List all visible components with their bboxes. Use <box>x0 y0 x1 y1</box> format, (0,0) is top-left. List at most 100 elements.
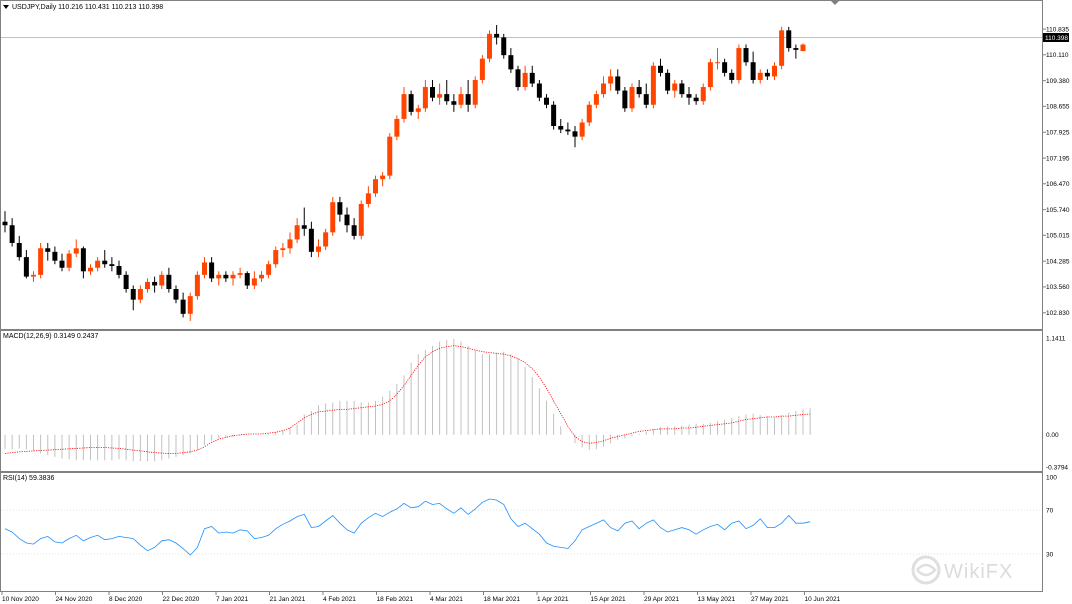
candle-body <box>437 94 443 98</box>
candle-body <box>415 108 421 112</box>
candle <box>715 48 720 70</box>
candle <box>608 69 614 91</box>
candle <box>672 79 678 98</box>
candle-body <box>593 94 599 105</box>
candle <box>700 83 706 105</box>
time-tick-label: 1 Apr 2021 <box>537 596 569 603</box>
chart-shift-icon[interactable] <box>831 1 839 5</box>
candle-body <box>536 83 542 98</box>
symbol-menu-icon[interactable] <box>3 5 9 9</box>
candle <box>237 267 243 279</box>
candle <box>729 69 735 84</box>
candle-body <box>793 48 799 50</box>
candle-body <box>772 65 777 77</box>
candle-body <box>722 62 728 73</box>
candle-body <box>301 225 307 229</box>
candle <box>415 104 421 119</box>
candle <box>52 246 58 265</box>
macd-pane[interactable] <box>0 330 1043 472</box>
candle-body <box>494 33 500 38</box>
candle <box>358 200 364 240</box>
candle-body <box>166 274 172 290</box>
candle-body <box>194 274 200 297</box>
macd-axis: 1.1411 0.00 -0.3794 <box>1046 335 1068 471</box>
price-pane-label: USDJPY,Daily 110.216 110.431 110.213 110… <box>12 4 163 11</box>
candle <box>365 186 371 208</box>
candle <box>31 271 36 282</box>
candle-body <box>266 264 272 275</box>
candle-body <box>280 248 286 251</box>
time-tick-label: 15 Apr 2021 <box>591 596 626 603</box>
candle-body <box>73 248 79 254</box>
candle-body <box>458 94 464 105</box>
current-price-value: 110.398 <box>1045 35 1068 42</box>
macd-signal-line <box>4 345 811 454</box>
candle <box>330 196 336 236</box>
candle-body <box>679 83 685 95</box>
candle-body <box>465 94 471 105</box>
price-tick-label: 103.560 <box>1046 284 1070 291</box>
candle-body <box>487 33 492 59</box>
candle <box>159 271 165 290</box>
price-tick-label: 102.830 <box>1046 310 1070 317</box>
wikifx-logo-mark <box>916 563 937 577</box>
candle-body <box>308 228 314 252</box>
rsi-tick-label: 70 <box>1046 507 1054 514</box>
candle <box>551 101 557 130</box>
time-tick-label: 8 Dec 2020 <box>109 596 143 603</box>
time-tick-label: 18 Feb 2021 <box>377 596 414 603</box>
candle-body <box>116 265 122 275</box>
candle <box>494 25 500 45</box>
candle-body <box>351 225 357 236</box>
candle <box>522 65 528 91</box>
candle-body <box>472 79 478 105</box>
candle <box>536 79 542 102</box>
candle <box>579 118 585 141</box>
candle-body <box>451 101 457 105</box>
candle <box>750 51 756 84</box>
candle <box>743 44 749 66</box>
candle <box>643 83 649 109</box>
candle <box>629 83 635 112</box>
candle <box>152 276 158 293</box>
candle <box>9 218 15 247</box>
candle-body <box>52 251 58 261</box>
candle <box>736 44 742 84</box>
candle-body <box>764 72 770 77</box>
candle <box>351 218 357 240</box>
candle <box>145 278 150 293</box>
candle <box>230 271 236 286</box>
candle <box>779 26 785 70</box>
candle <box>387 133 393 180</box>
candle-body <box>629 87 635 109</box>
candle-body <box>344 214 350 226</box>
macd-histogram <box>4 338 811 462</box>
candle-body <box>508 55 514 70</box>
candle <box>308 221 314 258</box>
candle-body <box>636 87 642 95</box>
price-pane[interactable] <box>0 0 1043 330</box>
candle <box>508 48 514 73</box>
candle-body <box>16 242 22 258</box>
candle-body <box>757 72 763 80</box>
candle-body <box>501 37 507 56</box>
candle <box>593 90 599 109</box>
candle <box>487 30 492 63</box>
candle <box>515 65 521 91</box>
candle <box>764 69 770 80</box>
price-tick-label: 107.195 <box>1046 155 1070 162</box>
rsi-pane[interactable] <box>0 472 1043 592</box>
candle <box>636 79 642 98</box>
candle <box>180 292 186 318</box>
candle-body <box>786 30 792 49</box>
candle-body <box>209 262 215 279</box>
candle-body <box>173 289 179 300</box>
candle-body <box>430 87 435 98</box>
rsi-tick-label: 100 <box>1046 474 1057 481</box>
candle <box>394 115 400 141</box>
candle-body <box>650 65 656 105</box>
candle-body <box>237 273 243 275</box>
candle-body <box>294 225 300 240</box>
macd-tick-label: -0.3794 <box>1046 464 1068 471</box>
